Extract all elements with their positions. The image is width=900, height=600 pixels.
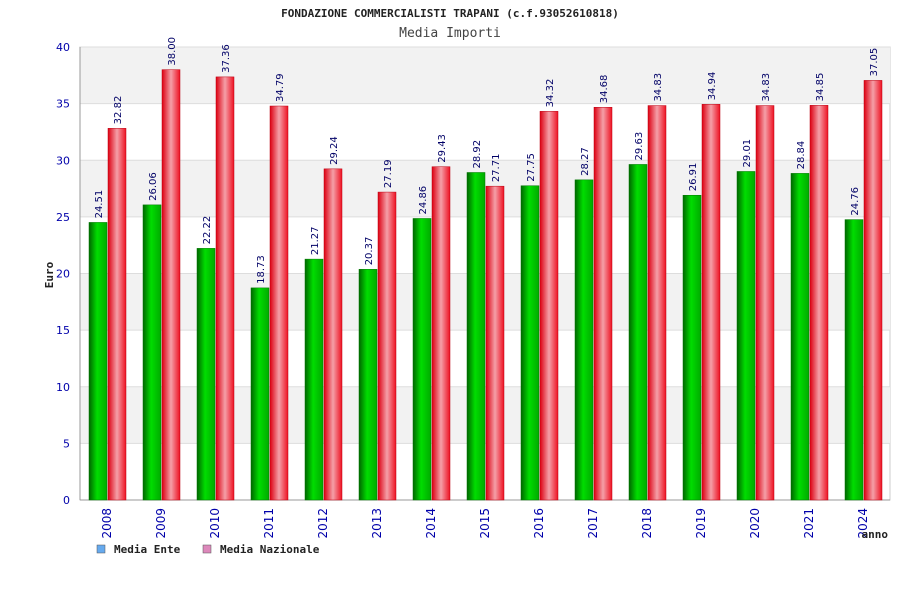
bar-media-ente bbox=[412, 218, 432, 501]
x-tick-label: 2010 bbox=[208, 508, 222, 539]
bar-media-ente bbox=[466, 172, 486, 501]
y-tick-label: 5 bbox=[63, 437, 70, 450]
bar-media-ente bbox=[358, 269, 378, 501]
value-label-media-nazionale: 37.05 bbox=[869, 48, 880, 77]
value-label-media-ente: 28.27 bbox=[580, 147, 591, 176]
y-tick-label: 40 bbox=[56, 41, 70, 54]
x-tick-label: 2013 bbox=[370, 508, 384, 539]
value-label-media-ente: 22.22 bbox=[202, 216, 213, 245]
bar-media-ente bbox=[574, 179, 594, 501]
x-tick-label: 2011 bbox=[262, 508, 276, 539]
x-tick-label: 2016 bbox=[532, 508, 546, 539]
plot-area: 0 5 10 15 20 25 30 35 40 24.51 32.82 2008 26.06 38.00… bbox=[56, 37, 891, 539]
legend-label: Media Nazionale bbox=[220, 543, 320, 556]
value-label-media-nazionale: 34.85 bbox=[815, 73, 826, 102]
bar-media-nazionale bbox=[539, 111, 559, 501]
bar-media-ente bbox=[520, 185, 540, 501]
value-label-media-ente: 24.76 bbox=[850, 187, 861, 216]
grid-band bbox=[80, 47, 890, 104]
value-label-media-nazionale: 34.83 bbox=[761, 73, 772, 102]
x-tick-label: 2021 bbox=[802, 508, 816, 539]
bar-media-nazionale bbox=[107, 128, 127, 501]
bar-media-nazionale bbox=[431, 166, 451, 501]
x-tick-label: 2012 bbox=[316, 508, 330, 539]
bar-media-nazionale bbox=[161, 69, 181, 501]
bar-media-nazionale bbox=[863, 80, 883, 501]
value-label-media-nazionale: 29.43 bbox=[437, 134, 448, 163]
x-axis-label: anno bbox=[862, 528, 889, 541]
bar-media-nazionale bbox=[323, 168, 343, 501]
bar-media-ente bbox=[844, 219, 864, 501]
bar-media-nazionale bbox=[269, 105, 289, 501]
bar-media-ente bbox=[196, 248, 216, 501]
value-label-media-nazionale: 37.36 bbox=[221, 44, 232, 73]
value-label-media-nazionale: 34.83 bbox=[653, 73, 664, 102]
value-label-media-nazionale: 34.79 bbox=[275, 73, 286, 102]
value-label-media-nazionale: 29.24 bbox=[329, 136, 340, 165]
bar-media-ente bbox=[628, 164, 648, 501]
y-tick-label: 15 bbox=[56, 324, 70, 337]
y-tick-label: 35 bbox=[56, 98, 70, 111]
bar-media-nazionale bbox=[215, 76, 235, 501]
y-axis-label: Euro bbox=[43, 261, 56, 288]
x-tick-label: 2018 bbox=[640, 508, 654, 539]
value-label-media-ente: 28.92 bbox=[472, 140, 483, 169]
value-label-media-ente: 29.01 bbox=[742, 139, 753, 168]
x-tick-label: 2009 bbox=[154, 508, 168, 539]
value-label-media-nazionale: 27.19 bbox=[383, 159, 394, 188]
value-label-media-ente: 24.86 bbox=[418, 186, 429, 215]
bar-media-ente bbox=[682, 194, 702, 501]
value-label-media-ente: 26.91 bbox=[688, 163, 699, 192]
value-label-media-ente: 21.27 bbox=[310, 226, 321, 255]
x-tick-label: 2019 bbox=[694, 508, 708, 539]
x-tick-label: 2020 bbox=[748, 508, 762, 539]
bar-media-nazionale bbox=[485, 185, 505, 501]
value-label-media-ente: 29.63 bbox=[634, 132, 645, 161]
y-tick-label: 20 bbox=[56, 268, 70, 281]
bar-media-ente bbox=[88, 222, 108, 501]
chart-title: FONDAZIONE COMMERCIALISTI TRAPANI (c.f.9… bbox=[281, 7, 619, 20]
value-label-media-nazionale: 32.82 bbox=[113, 96, 124, 125]
legend-label: Media Ente bbox=[114, 543, 181, 556]
y-tick-label: 10 bbox=[56, 381, 70, 394]
legend-swatch bbox=[96, 544, 106, 554]
legend: Media Ente Media Nazionale bbox=[96, 543, 320, 556]
value-label-media-ente: 24.51 bbox=[94, 190, 105, 219]
value-label-media-ente: 18.73 bbox=[256, 255, 267, 284]
value-label-media-nazionale: 27.71 bbox=[491, 154, 502, 183]
value-label-media-nazionale: 34.32 bbox=[545, 79, 556, 108]
value-label-media-nazionale: 38.00 bbox=[167, 37, 178, 66]
bar-media-nazionale bbox=[809, 105, 829, 501]
bar-media-nazionale bbox=[647, 105, 667, 501]
bar-media-nazionale bbox=[593, 106, 613, 501]
value-label-media-nazionale: 34.94 bbox=[707, 72, 718, 101]
x-tick-label: 2017 bbox=[586, 508, 600, 539]
value-label-media-ente: 28.84 bbox=[796, 141, 807, 170]
bar-media-nazionale bbox=[377, 191, 397, 501]
value-label-media-ente: 26.06 bbox=[148, 172, 159, 201]
bar-media-ente bbox=[142, 204, 162, 501]
bar-media-nazionale bbox=[701, 104, 721, 501]
bar-media-ente bbox=[736, 171, 756, 501]
y-tick-label: 25 bbox=[56, 211, 70, 224]
x-tick-label: 2008 bbox=[100, 508, 114, 539]
x-tick-label: 2015 bbox=[478, 508, 492, 539]
y-tick-label: 30 bbox=[56, 154, 70, 167]
x-tick-label: 2014 bbox=[424, 508, 438, 539]
legend-swatch bbox=[202, 544, 212, 554]
bar-media-ente bbox=[304, 258, 324, 501]
bar-media-nazionale bbox=[755, 105, 775, 501]
value-label-media-ente: 20.37 bbox=[364, 237, 375, 266]
bar-media-ente bbox=[790, 173, 810, 501]
y-tick-label: 0 bbox=[63, 494, 70, 507]
value-label-media-nazionale: 34.68 bbox=[599, 75, 610, 104]
bar-media-ente bbox=[250, 287, 270, 501]
value-label-media-ente: 27.75 bbox=[526, 153, 537, 182]
chart-subtitle: Media Importi bbox=[399, 26, 501, 41]
x-tick-label: 2024 bbox=[856, 508, 870, 539]
